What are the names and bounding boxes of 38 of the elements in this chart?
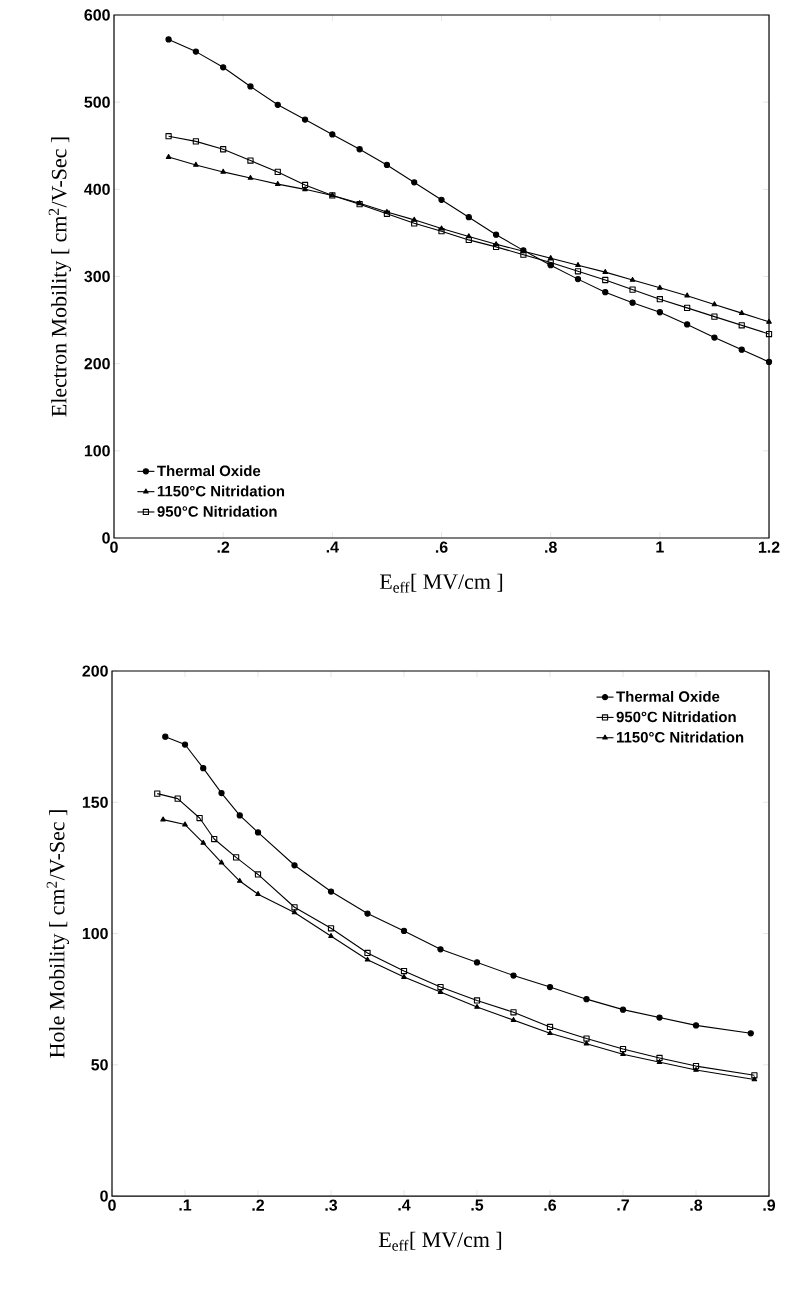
y-tick-label: 100 <box>82 927 108 940</box>
y-tick-label: 0 <box>102 532 110 544</box>
x-tick-label: 0 <box>110 541 118 553</box>
x-tick-label: .8 <box>545 541 557 553</box>
x-tick-label: .3 <box>325 1199 338 1211</box>
x-tick-label: .2 <box>217 541 230 553</box>
y-axis-title: Electron Mobility [ cm$^{2}$/V-Sec ] <box>48 137 72 417</box>
y-tick-label: 200 <box>84 358 110 370</box>
x-tick-label: 1 <box>656 541 664 553</box>
y-tick-label: 0 <box>100 1190 108 1202</box>
y-tick-label: 400 <box>84 183 110 195</box>
x-tick-label: .4 <box>326 541 339 553</box>
x-tick-label: .2 <box>252 1199 265 1211</box>
legend-label: 1150°C Nitridation <box>157 485 285 497</box>
x-tick-label: .6 <box>435 541 448 553</box>
x-axis-title: E$_{eff}$[ MV/cm ] <box>379 573 503 593</box>
x-tick-label: .7 <box>617 1199 629 1211</box>
x-tick-label: .1 <box>179 1199 192 1211</box>
y-axis-title: Hole Mobility [ cm$^{2}$/V-Sec ] <box>46 810 70 1058</box>
legend-label: 1150°C Nitridation <box>617 731 744 743</box>
legend-label: 950°C Nitridation <box>157 505 277 517</box>
x-tick-label: .4 <box>398 1199 411 1211</box>
x-tick-label: 1.2 <box>758 541 780 553</box>
y-tick-label: 200 <box>82 665 108 677</box>
x-axis-title: E$_{eff}$[ MV/cm ] <box>378 1231 502 1251</box>
legend-label: Thermal Oxide <box>157 465 261 477</box>
x-tick-label: .6 <box>544 1199 557 1211</box>
y-tick-label: 300 <box>84 270 110 283</box>
x-tick-label: .8 <box>690 1199 703 1211</box>
y-tick-label: 100 <box>84 445 110 457</box>
legend-label: Thermal Oxide <box>616 690 720 702</box>
x-tick-label: .5 <box>471 1199 484 1211</box>
y-tick-label: 500 <box>84 96 110 108</box>
y-tick-label: 150 <box>82 796 108 808</box>
y-tick-label: 50 <box>91 1059 108 1071</box>
legend-label: 950°C Nitridation <box>616 711 736 723</box>
x-tick-label: .9 <box>763 1199 776 1211</box>
y-tick-label: 600 <box>84 9 110 21</box>
